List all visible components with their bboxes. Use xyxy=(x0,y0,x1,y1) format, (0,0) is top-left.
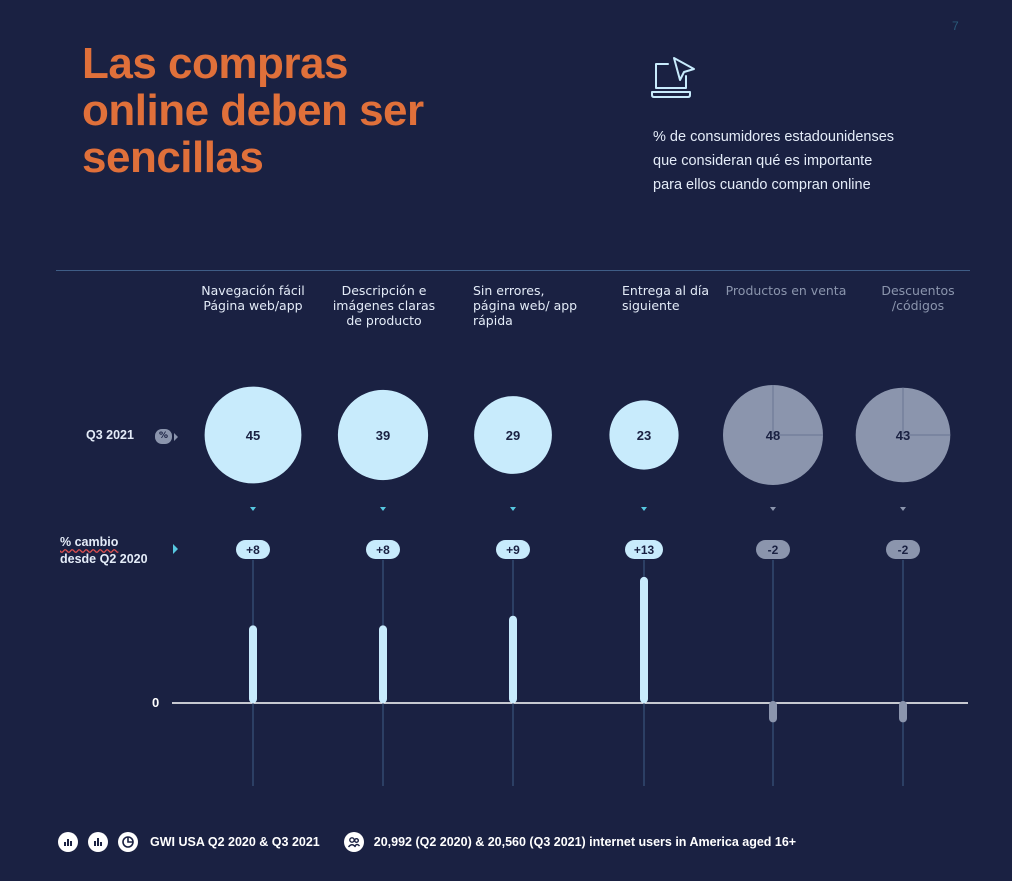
percent-badge: % xyxy=(155,429,172,444)
column-header-line: Descuentos xyxy=(881,283,955,298)
chevron-down-icon xyxy=(510,507,516,511)
chevron-down-icon xyxy=(900,507,906,511)
bubble-value-label: 45 xyxy=(246,428,260,443)
bubble xyxy=(204,386,302,484)
change-bar xyxy=(379,625,387,703)
row-label-change: % cambio desde Q2 2020 xyxy=(60,534,148,568)
laptop-cursor-icon xyxy=(651,57,695,98)
column-header-line: Página web/app xyxy=(203,298,303,313)
column-header-line: /códigos xyxy=(891,298,945,313)
bubble xyxy=(337,389,429,481)
subtitle-line: para ellos cuando compran online xyxy=(653,177,871,193)
change-pill xyxy=(756,540,790,559)
column-header-line: rápida xyxy=(473,313,513,328)
bubble-value-label: 48 xyxy=(766,428,780,443)
column-header: Navegación fácil Página web/app xyxy=(188,283,318,313)
column-header-line: Entrega al día xyxy=(622,283,710,298)
change-value-label: -2 xyxy=(898,543,909,557)
page-title: Las compras online deben ser sencillas xyxy=(82,40,424,181)
column-header-line: Descripción e xyxy=(341,283,427,298)
column-header: Entrega al día siguiente xyxy=(622,283,752,313)
arrow-right-icon xyxy=(174,433,178,441)
title-line: online deben ser xyxy=(82,86,424,135)
row-label-change-line: desde Q2 2020 xyxy=(60,552,148,566)
subtitle-line: que consideran qué es importante xyxy=(653,153,873,169)
change-pill xyxy=(886,540,920,559)
column-header-line: siguiente xyxy=(622,298,680,313)
chevron-down-icon xyxy=(641,507,647,511)
chevron-down-icon xyxy=(770,507,776,511)
change-pill xyxy=(625,540,663,559)
chevron-down-icon xyxy=(250,507,256,511)
column-header-line: Sin errores, xyxy=(473,283,545,298)
change-bar xyxy=(769,701,777,723)
page-number: 7 xyxy=(952,19,959,33)
subtitle-line: % de consumidores estadounidenses xyxy=(653,129,895,145)
row-label-q3-2021: Q3 2021 xyxy=(86,428,134,442)
column-header-line: página web/ app xyxy=(473,298,578,313)
users-icon xyxy=(343,832,364,852)
column-header: Descuentos /códigos xyxy=(853,283,983,313)
bar-chart-icon xyxy=(58,832,78,852)
change-bar xyxy=(249,625,257,703)
change-bar xyxy=(640,576,648,703)
change-pill xyxy=(236,540,270,559)
sample-text: 20,992 (Q2 2020) & 20,560 (Q3 2021) inte… xyxy=(373,835,797,849)
chart-subtitle: % de consumidores estadounidenses que co… xyxy=(653,125,953,197)
title-line: Las compras xyxy=(82,39,348,88)
bar-chart-icon xyxy=(88,832,108,852)
pie-chart-icon xyxy=(118,832,138,852)
change-value-label: +8 xyxy=(376,543,390,557)
column-header-line: imágenes claras xyxy=(332,298,436,313)
column-header-line: Navegación fácil xyxy=(201,283,305,298)
column-header: Productos en venta xyxy=(721,283,851,298)
bubble-value-label: 23 xyxy=(637,428,651,443)
bubble-value-label: 39 xyxy=(376,428,390,443)
bubble-value-label: 43 xyxy=(896,428,910,443)
change-bar xyxy=(509,615,517,703)
arrow-right-icon xyxy=(173,544,178,554)
row-label-change-line: % cambio xyxy=(60,535,119,549)
change-value-label: +8 xyxy=(246,543,260,557)
bubble xyxy=(609,400,679,470)
column-header-line: de producto xyxy=(346,313,422,328)
column-header-line: Productos en venta xyxy=(725,283,847,298)
source-text: GWI USA Q2 2020 & Q3 2021 xyxy=(150,835,320,849)
column-header: Descripción e imágenes claras de product… xyxy=(319,283,449,328)
change-pill xyxy=(496,540,530,559)
chevron-down-icon xyxy=(380,507,386,511)
change-value-label: +13 xyxy=(634,543,655,557)
change-value-label: -2 xyxy=(768,543,779,557)
bubble-value-label: 29 xyxy=(506,428,520,443)
column-header: Sin errores, página web/ app rápida xyxy=(473,283,603,328)
change-bar xyxy=(899,701,907,723)
change-value-label: +9 xyxy=(506,543,520,557)
bubble xyxy=(474,396,552,474)
divider xyxy=(56,270,970,271)
title-line: sencillas xyxy=(82,133,264,182)
change-pill xyxy=(366,540,400,559)
zero-axis-label: 0 xyxy=(152,695,160,710)
footer: GWI USA Q2 2020 & Q3 2021 20,992 (Q2 202… xyxy=(58,830,796,854)
